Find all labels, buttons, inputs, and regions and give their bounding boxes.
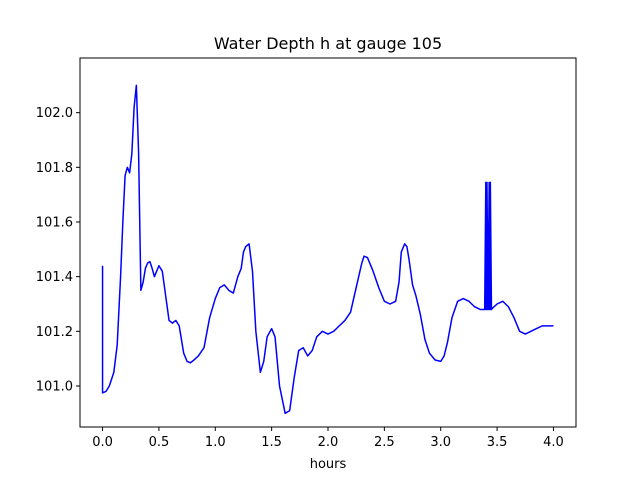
series-line-0 [101, 84, 554, 415]
x-tick-label: 1.0 [205, 435, 226, 450]
x-axis-label: hours [310, 457, 347, 472]
y-tick-label: 101.4 [36, 270, 73, 285]
x-tick-label: 3.5 [487, 435, 508, 450]
x-tick-label: 4.0 [543, 435, 564, 450]
x-tick-label: 3.0 [430, 435, 451, 450]
x-tick-label: 0.0 [92, 435, 113, 450]
plot-layer [101, 84, 554, 415]
y-tick-label: 101.6 [36, 216, 73, 231]
x-tick-label: 2.0 [318, 435, 339, 450]
x-tick-label: 2.5 [374, 435, 395, 450]
plot-frame [79, 57, 577, 428]
y-tick-label: 101.0 [36, 380, 73, 395]
y-tick-label: 102.0 [36, 106, 73, 121]
ticks-layer: 0.0 0.5 1.0 1.5 2.0 2.5 3.0 3.5 4.0 101.0 101.2 101… [36, 106, 564, 450]
y-tick-label: 101.8 [36, 161, 73, 176]
y-tick-label: 101.2 [36, 325, 73, 340]
x-tick-label: 1.5 [261, 435, 282, 450]
chart-title: Water Depth h at gauge 105 [214, 34, 442, 53]
x-tick-label: 0.5 [149, 435, 170, 450]
